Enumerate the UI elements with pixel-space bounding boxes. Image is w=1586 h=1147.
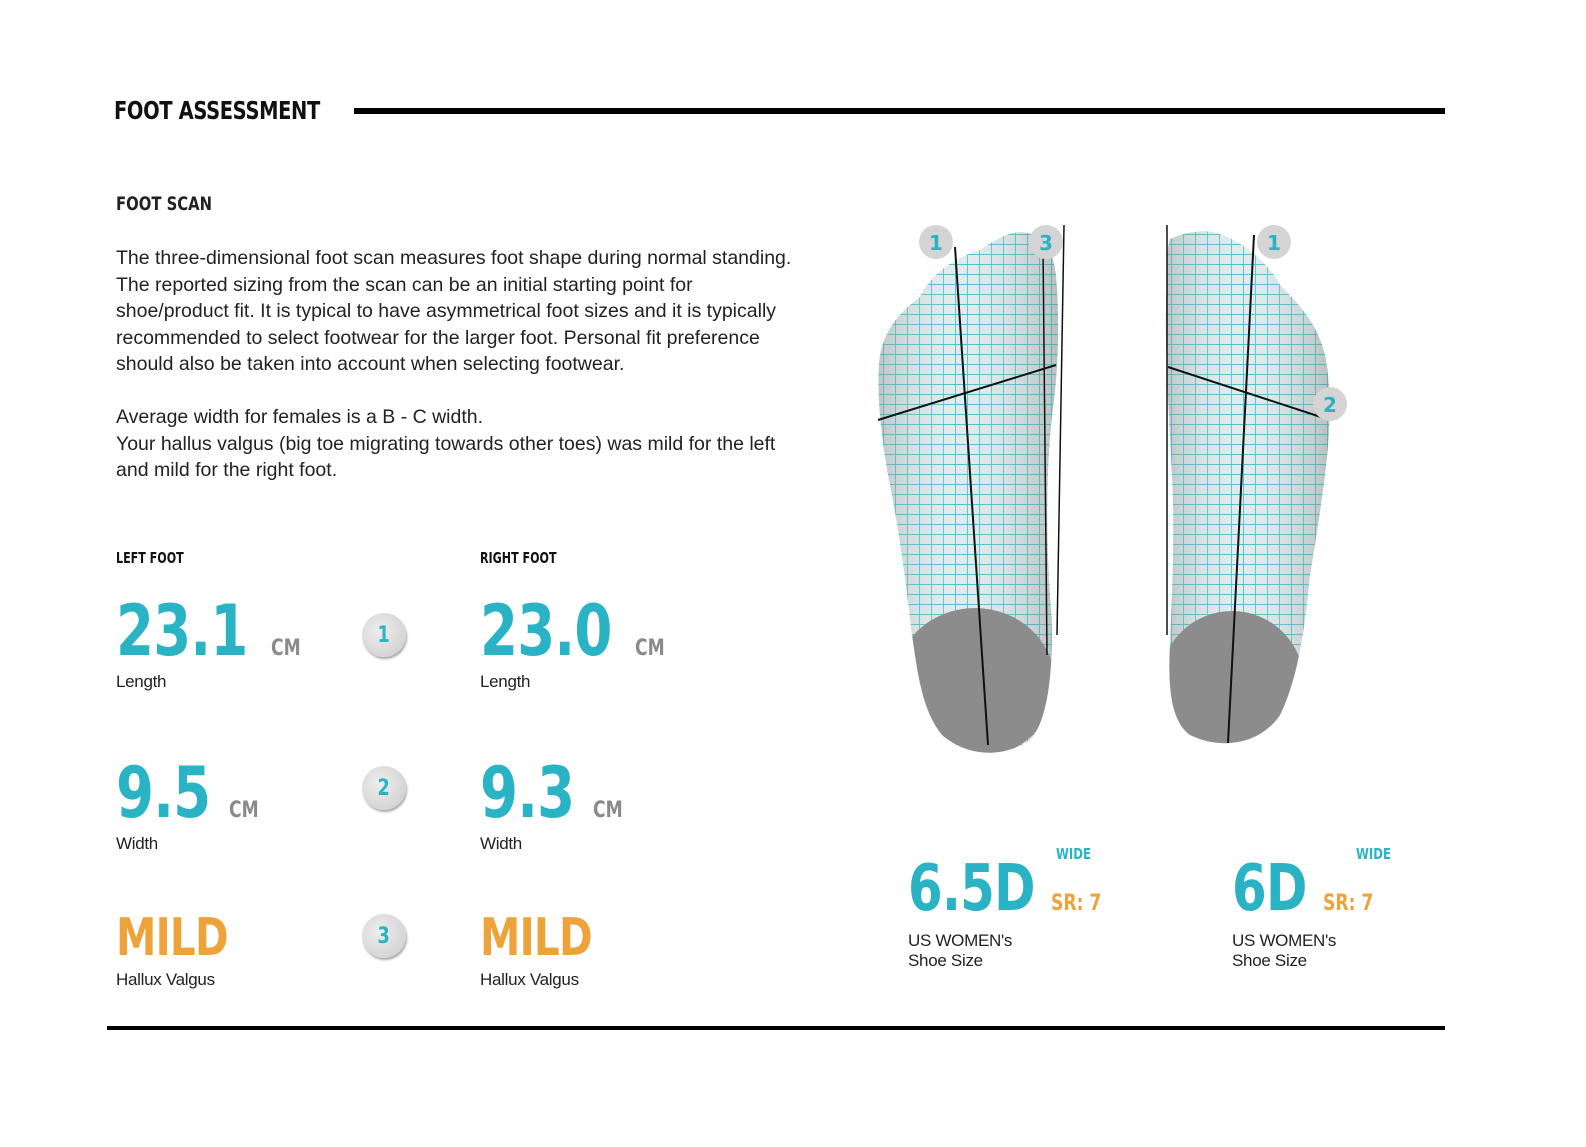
marker-two-badge: 2 xyxy=(362,766,406,810)
left-length-unit: CM xyxy=(270,636,301,661)
right-marker-one-icon: 1 xyxy=(1257,225,1291,259)
right-hallux: MILD Hallux Valgus xyxy=(480,912,623,990)
left-shoe-size-value: 6.5D xyxy=(908,852,1036,926)
left-length-label: Length xyxy=(116,672,167,691)
right-width-unit: CM xyxy=(593,798,623,823)
right-length: 23.0 CM Length xyxy=(480,596,673,692)
description: The three-dimensional foot scan measures… xyxy=(116,245,806,484)
marker-one-badge: 1 xyxy=(362,613,406,657)
right-hallux-value: MILD xyxy=(480,908,593,968)
svg-text:1: 1 xyxy=(1267,231,1281,255)
right-hallux-label: Hallux Valgus xyxy=(480,970,579,989)
hallux-note: Your hallus valgus (big toe migrating to… xyxy=(116,432,776,482)
right-foot-label: RIGHT FOOT xyxy=(480,549,557,567)
left-width-value: 9.5 xyxy=(116,752,211,834)
left-shoe-size: WIDE 6.5D SR: 7 US WOMEN's Shoe Size xyxy=(908,845,1115,971)
foot-scan-illustration: 1 3 1 2 xyxy=(877,224,1347,753)
right-shoe-size: WIDE 6D SR: 7 US WOMEN's Shoe Size xyxy=(1232,845,1391,971)
left-marker-three-icon: 3 xyxy=(1029,225,1063,259)
right-width-value: 9.3 xyxy=(480,752,575,834)
left-width: 9.5 CM Width xyxy=(116,758,267,854)
svg-text:2: 2 xyxy=(1323,393,1337,417)
right-shoe-size-value: 6D xyxy=(1232,852,1307,926)
left-shoe-sr: SR: 7 xyxy=(1050,891,1101,916)
right-shoe-sr: SR: 7 xyxy=(1322,891,1374,916)
right-width: 9.3 CM Width xyxy=(480,758,631,854)
section-title: FOOT SCAN xyxy=(116,193,213,215)
right-width-tag: WIDE xyxy=(1356,845,1391,863)
right-length-unit: CM xyxy=(634,636,665,661)
right-foot-scan xyxy=(1165,225,1331,744)
description-paragraph: The three-dimensional foot scan measures… xyxy=(116,247,792,376)
left-length-value: 23.1 xyxy=(116,590,248,672)
right-length-value: 23.0 xyxy=(480,590,612,672)
left-width-unit: CM xyxy=(229,798,259,823)
left-marker-one-icon: 1 xyxy=(919,225,953,259)
right-shoe-desc: US WOMEN's Shoe Size xyxy=(1232,931,1337,970)
title-divider xyxy=(354,108,1445,114)
svg-text:1: 1 xyxy=(929,231,943,255)
page-title: FOOT ASSESSMENT xyxy=(114,96,320,125)
svg-text:3: 3 xyxy=(1039,231,1053,255)
left-width-label: Width xyxy=(116,834,158,853)
right-length-label: Length xyxy=(480,672,531,691)
left-foot-scan xyxy=(877,224,1065,753)
average-width-note: Average width for females is a B - C wid… xyxy=(116,405,484,428)
left-hallux: MILD Hallux Valgus xyxy=(116,912,259,990)
left-length: 23.1 CM Length xyxy=(116,596,309,692)
left-shoe-desc: US WOMEN's Shoe Size xyxy=(908,931,1013,970)
bottom-divider xyxy=(107,1026,1445,1030)
right-width-label: Width xyxy=(480,834,522,853)
marker-three-badge: 3 xyxy=(362,914,406,958)
left-foot-label: LEFT FOOT xyxy=(116,549,184,567)
left-hallux-label: Hallux Valgus xyxy=(116,970,215,989)
left-hallux-value: MILD xyxy=(116,908,229,968)
left-width-tag: WIDE xyxy=(1056,845,1091,863)
right-marker-two-icon: 2 xyxy=(1313,387,1347,421)
